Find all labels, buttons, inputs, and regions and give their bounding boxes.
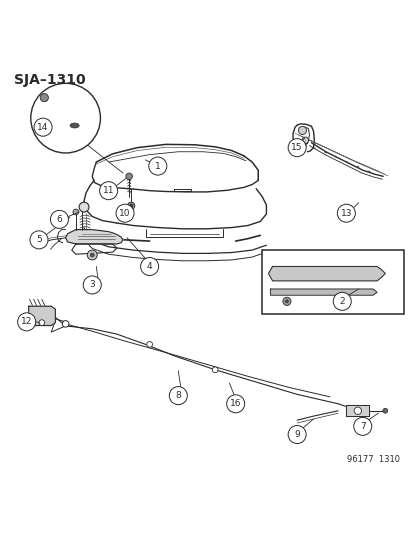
Polygon shape (65, 230, 123, 244)
Circle shape (301, 137, 308, 143)
Text: 1: 1 (154, 161, 160, 171)
Circle shape (129, 204, 133, 207)
Circle shape (62, 320, 69, 327)
Circle shape (31, 83, 100, 153)
Circle shape (40, 94, 48, 102)
Text: 10: 10 (119, 209, 131, 217)
Text: 5: 5 (36, 236, 42, 244)
Circle shape (116, 204, 134, 222)
Circle shape (90, 253, 94, 257)
Circle shape (83, 276, 101, 294)
Text: 7: 7 (359, 422, 365, 431)
Circle shape (73, 209, 78, 215)
Circle shape (146, 342, 152, 347)
Text: 6: 6 (57, 215, 62, 224)
Polygon shape (270, 289, 376, 295)
Text: 12: 12 (21, 317, 32, 326)
Text: 4: 4 (147, 262, 152, 271)
Circle shape (87, 250, 97, 260)
Circle shape (169, 386, 187, 405)
Circle shape (282, 297, 290, 305)
Text: 14: 14 (37, 123, 49, 132)
Circle shape (353, 417, 371, 435)
Circle shape (353, 407, 361, 415)
Circle shape (148, 157, 166, 175)
Text: 3: 3 (89, 280, 95, 289)
Polygon shape (346, 405, 368, 416)
Text: 8: 8 (175, 391, 181, 400)
Circle shape (298, 126, 306, 134)
Circle shape (30, 231, 48, 249)
Circle shape (287, 425, 306, 443)
Text: 96177  1310: 96177 1310 (346, 455, 399, 464)
Bar (262, 250, 403, 313)
Circle shape (100, 182, 117, 200)
Ellipse shape (70, 123, 79, 128)
Text: 15: 15 (291, 143, 302, 152)
Circle shape (337, 204, 354, 222)
Text: 2: 2 (339, 297, 344, 306)
Circle shape (39, 320, 45, 326)
Circle shape (79, 202, 89, 212)
Circle shape (212, 367, 218, 373)
Circle shape (126, 173, 132, 180)
Text: 16: 16 (229, 399, 241, 408)
Polygon shape (268, 266, 385, 281)
Circle shape (50, 211, 68, 228)
Circle shape (332, 292, 350, 310)
Circle shape (382, 408, 387, 413)
Text: 9: 9 (294, 430, 299, 439)
Circle shape (226, 395, 244, 413)
Polygon shape (28, 306, 55, 326)
Circle shape (127, 202, 135, 209)
Circle shape (285, 300, 288, 303)
Circle shape (287, 139, 306, 157)
Text: SJA–1310: SJA–1310 (14, 73, 86, 87)
Text: 11: 11 (103, 186, 114, 195)
Circle shape (34, 118, 52, 136)
Circle shape (140, 257, 158, 276)
Text: 13: 13 (340, 209, 351, 217)
Circle shape (18, 313, 36, 331)
